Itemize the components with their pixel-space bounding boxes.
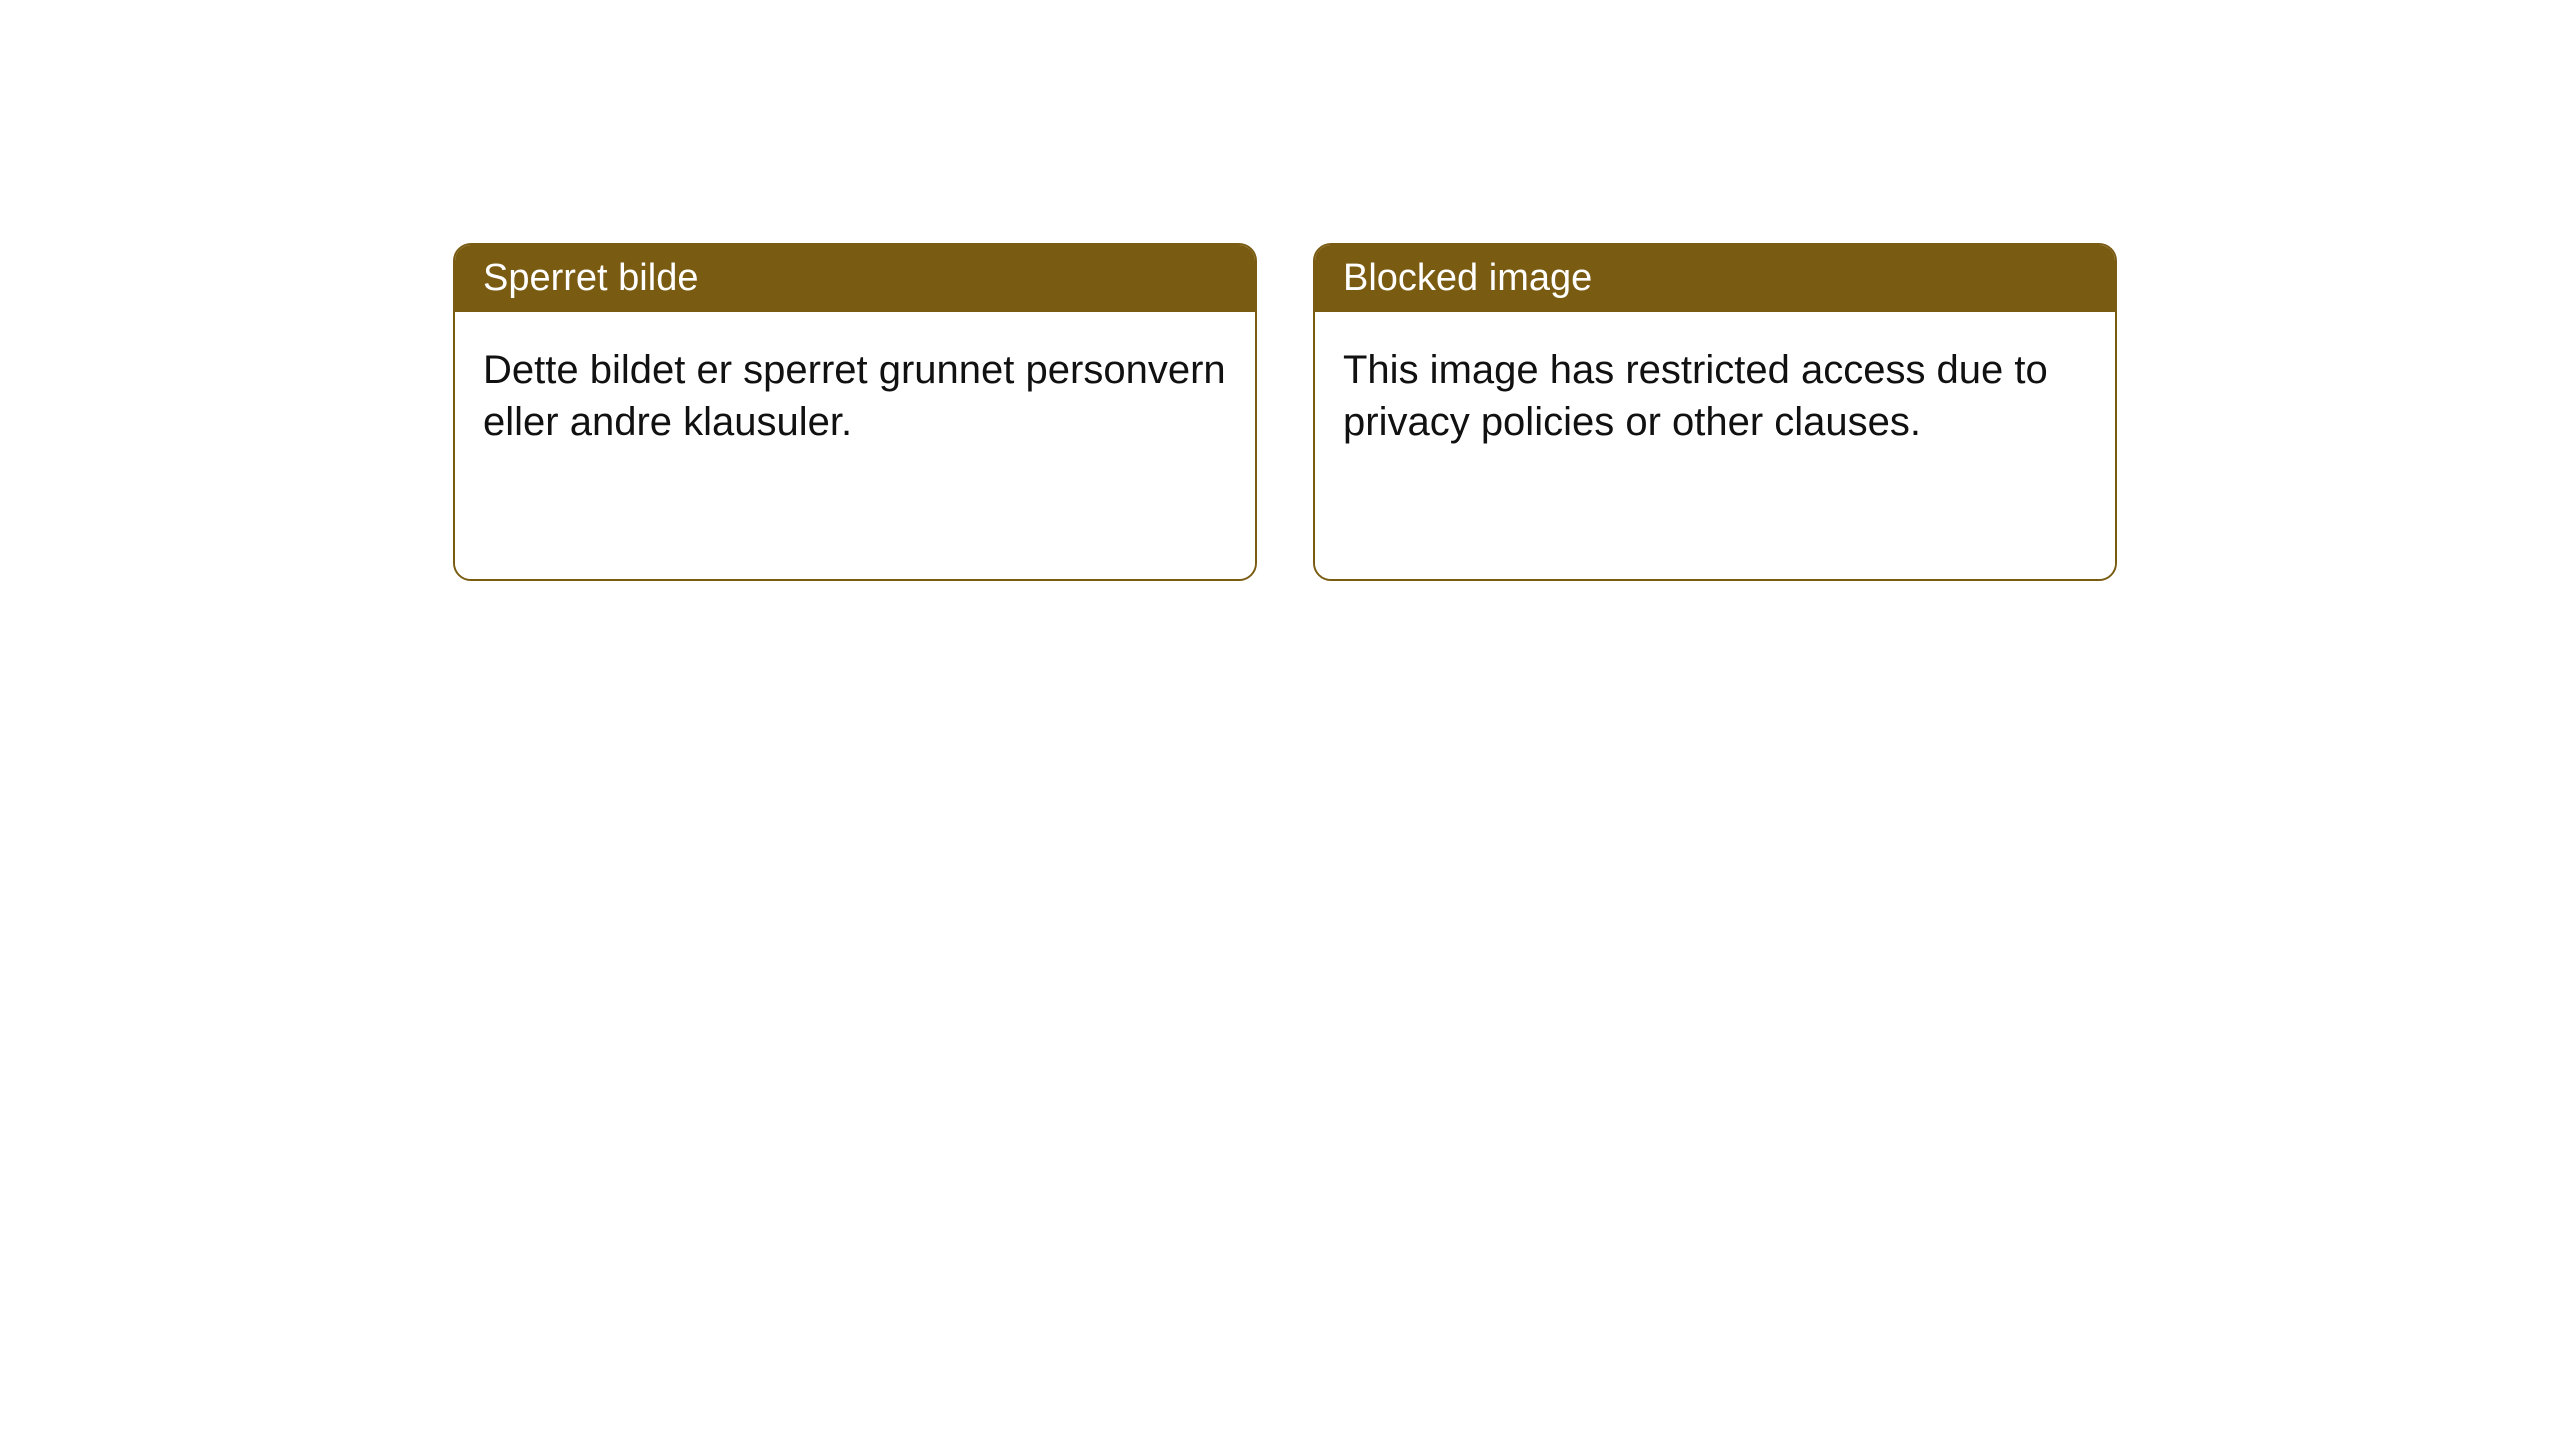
card-header-no: Sperret bilde xyxy=(455,245,1255,312)
card-header-en: Blocked image xyxy=(1315,245,2115,312)
blocked-image-card-no: Sperret bilde Dette bildet er sperret gr… xyxy=(453,243,1257,581)
card-body-en: This image has restricted access due to … xyxy=(1315,312,2115,579)
card-body-no: Dette bildet er sperret grunnet personve… xyxy=(455,312,1255,579)
blocked-image-card-en: Blocked image This image has restricted … xyxy=(1313,243,2117,581)
cards-container: Sperret bilde Dette bildet er sperret gr… xyxy=(453,243,2117,581)
